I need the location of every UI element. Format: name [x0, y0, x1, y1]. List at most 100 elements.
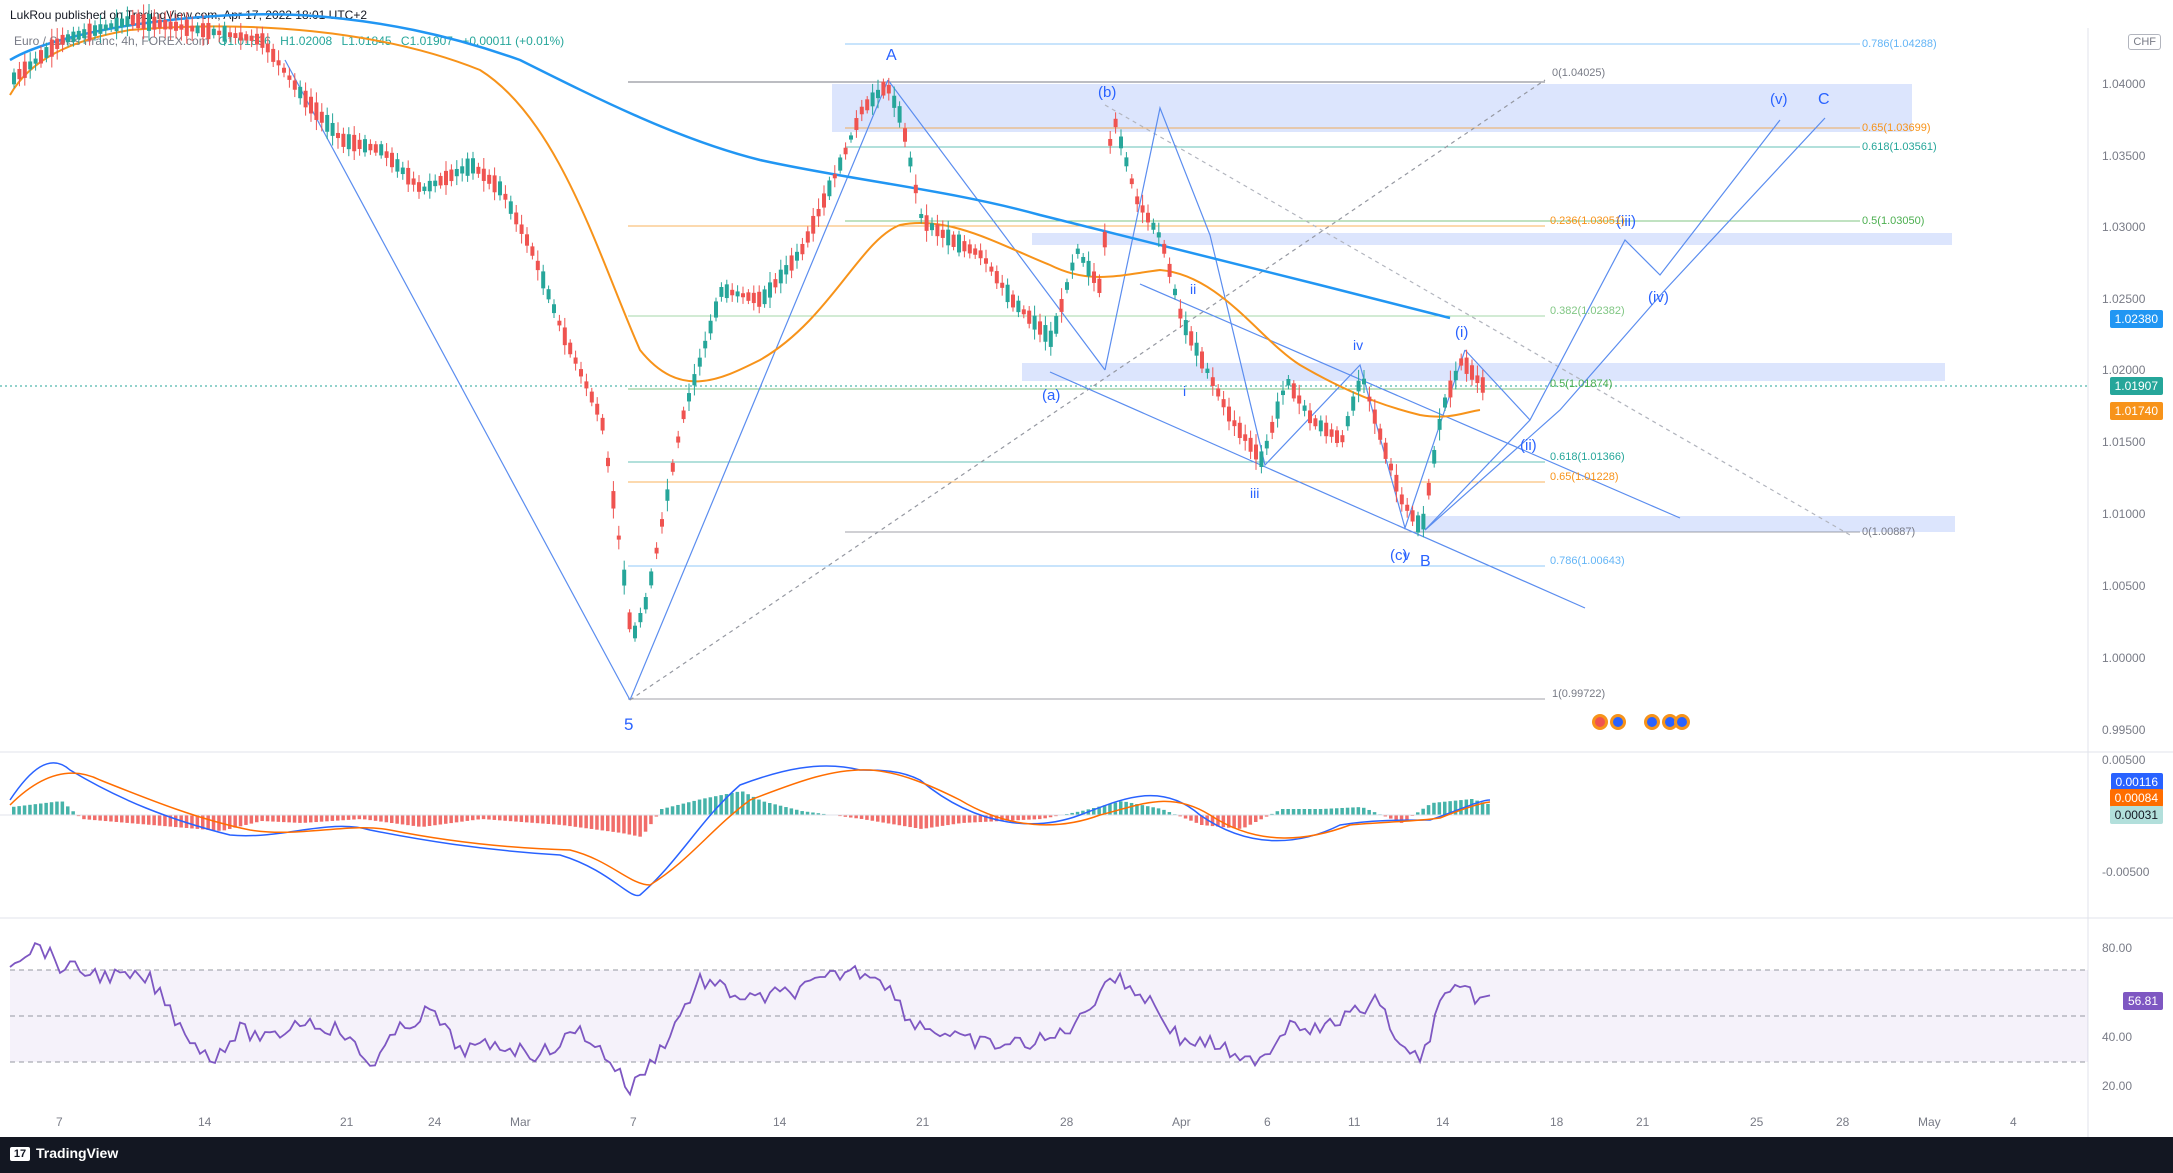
macd-bar: [244, 815, 248, 825]
macd-bar: [17, 806, 21, 815]
macd-bar: [757, 799, 761, 815]
macd-bar: [1054, 815, 1058, 817]
ema-200-line[interactable]: [9, 12, 1451, 320]
ema-200-price-tag: 1.02380: [2109, 310, 2163, 328]
candle-body: [217, 30, 222, 36]
candle-body: [865, 99, 870, 111]
candle-body: [33, 58, 38, 64]
candle-body: [789, 255, 794, 271]
candle-body: [325, 114, 330, 132]
zone-1-03[interactable]: [1032, 233, 1952, 245]
wave-label-iv: iv: [1353, 337, 1363, 353]
macd-bar: [1243, 815, 1247, 828]
macd-bar: [1351, 807, 1355, 815]
zone-1-019[interactable]: [1022, 363, 1945, 381]
macd-bar: [130, 815, 135, 824]
svg-text:6: 6: [1264, 1115, 1271, 1129]
candle-body: [460, 166, 465, 174]
change-value: +0.00011 (+0.01%): [462, 34, 565, 48]
macd-bar: [1437, 802, 1442, 815]
wave-label-p-iv: (iv): [1648, 289, 1669, 306]
trend-lines[interactable]: [284, 59, 1851, 701]
macd-bar: [114, 815, 119, 822]
macd-bar: [1448, 801, 1452, 815]
wave-label-ii: ii: [1190, 281, 1196, 297]
macd-bar: [1248, 815, 1253, 825]
macd-bar: [157, 815, 162, 826]
macd-signal-line[interactable]: [9, 769, 1491, 886]
currency-badge[interactable]: CHF: [2128, 34, 2161, 50]
candle-body: [1275, 401, 1280, 419]
tradingview-logo[interactable]: 17 TradingView: [10, 1145, 118, 1162]
candle-body: [562, 327, 567, 346]
macd-bar: [1038, 815, 1042, 820]
macd-histogram[interactable]: [12, 791, 1490, 837]
candle-body: [93, 25, 97, 36]
demand-zone[interactable]: [1420, 516, 1955, 532]
macd-bar: [611, 815, 615, 832]
candle-body: [1405, 504, 1410, 511]
macd-bar: [1405, 815, 1409, 820]
candle-body: [1410, 510, 1415, 522]
candle-body: [1167, 263, 1172, 277]
publish-info: LukRou published on TradingView.com, Apr…: [10, 8, 368, 22]
event-icon: [1677, 717, 1687, 727]
time-axis[interactable]: 7 14 21 24 Mar 7 14 21 28 Apr 6 11 14 18…: [56, 1115, 2017, 1129]
candle-body: [741, 293, 745, 298]
ema-50-line[interactable]: [9, 25, 1481, 418]
candle-body: [363, 139, 367, 153]
macd-bar: [687, 802, 691, 815]
event-icons[interactable]: [1592, 714, 1690, 730]
candle-body: [805, 231, 810, 243]
macd-bar: [33, 804, 38, 815]
candle-body: [17, 68, 22, 80]
macd-bar: [1200, 815, 1204, 825]
svg-text:21: 21: [916, 1115, 930, 1129]
candle-body: [71, 31, 76, 42]
macd-bar: [433, 815, 437, 826]
svg-text:1.00500: 1.00500: [2102, 579, 2146, 593]
macd-bar: [276, 815, 281, 822]
candle-body: [1459, 358, 1464, 366]
candle-body: [692, 374, 697, 386]
fib-label: 0.786(1.00643): [1550, 555, 1625, 567]
macd-bar: [211, 815, 216, 831]
supply-zone[interactable]: [832, 84, 1912, 132]
macd-bar: [379, 815, 383, 822]
candle-body: [481, 168, 486, 181]
candle-body: [870, 92, 875, 107]
macd-bar: [55, 801, 59, 815]
fib-lines[interactable]: [628, 43, 1860, 700]
candle-body: [1443, 397, 1447, 408]
macd-bar: [1102, 805, 1107, 815]
macd-bar: [454, 815, 459, 823]
candle-body: [384, 151, 389, 158]
candle-body: [1232, 420, 1237, 427]
price-axis[interactable]: 1.04000 1.03500 1.03000 1.02500 1.02000 …: [2102, 77, 2150, 1093]
macd-bar: [1048, 815, 1053, 818]
fib-label: 0.786(1.04288): [1862, 38, 1937, 50]
macd-bar: [967, 815, 972, 823]
macd-bar: [768, 803, 772, 815]
macd-bar: [649, 815, 653, 825]
candle-body: [287, 75, 292, 80]
candle-body: [541, 271, 546, 289]
candle-body: [735, 291, 740, 297]
macd-bar: [1108, 803, 1112, 815]
rsi-line[interactable]: [9, 942, 1491, 1097]
candle-body: [22, 61, 27, 78]
candle-body: [881, 81, 886, 96]
macd-bar: [265, 815, 270, 822]
macd-bar: [141, 815, 146, 825]
fib-label: 0.5(1.01874): [1550, 378, 1612, 390]
candle-body: [60, 34, 65, 45]
macd-bar: [579, 815, 583, 828]
price-candles[interactable]: [12, 4, 1485, 642]
candle-body: [444, 170, 448, 186]
macd-bar: [319, 815, 324, 822]
fib-label: 1(0.99722): [1552, 688, 1605, 700]
macd-line[interactable]: [9, 762, 1491, 897]
fib-label: 0(1.04025): [1552, 67, 1605, 79]
macd-bar: [282, 815, 286, 823]
